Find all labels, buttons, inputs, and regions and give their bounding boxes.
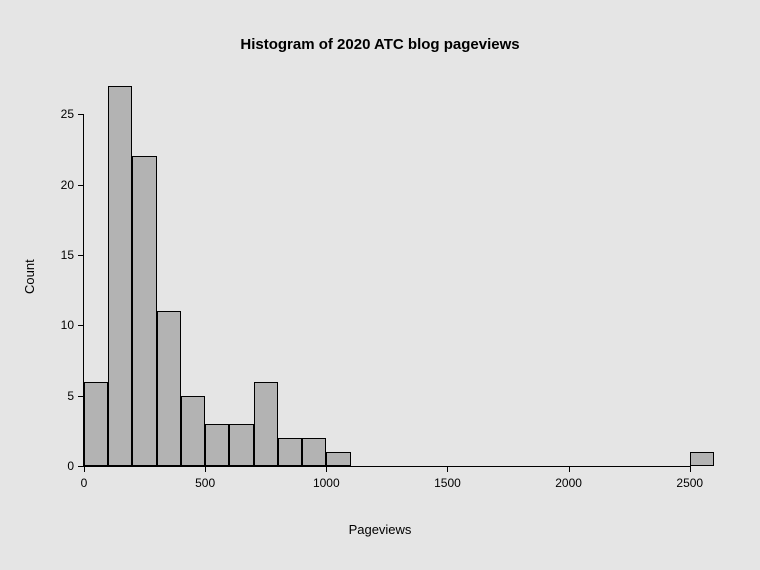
x-tick-label: 500 <box>195 476 215 490</box>
x-tick <box>326 466 327 472</box>
y-tick-label: 5 <box>67 389 74 403</box>
y-tick-label: 10 <box>61 318 74 332</box>
y-tick <box>78 466 84 467</box>
x-axis-line <box>84 466 690 467</box>
histogram-bar <box>326 452 350 466</box>
x-tick-label: 1000 <box>313 476 340 490</box>
histogram-bar <box>278 438 302 466</box>
y-axis-label: Count <box>22 259 37 294</box>
x-tick <box>447 466 448 472</box>
histogram-bar <box>205 424 229 466</box>
x-tick-label: 2500 <box>676 476 703 490</box>
y-tick <box>78 325 84 326</box>
histogram-bar <box>108 86 132 466</box>
x-tick-label: 1500 <box>434 476 461 490</box>
plot-area <box>84 86 714 466</box>
y-tick-label: 0 <box>67 459 74 473</box>
y-tick-label: 20 <box>61 178 74 192</box>
y-tick <box>78 396 84 397</box>
y-tick-label: 15 <box>61 248 74 262</box>
x-tick <box>205 466 206 472</box>
x-tick <box>84 466 85 472</box>
y-axis-line <box>83 114 84 466</box>
histogram-bar <box>254 382 278 466</box>
histogram-bar <box>157 311 181 466</box>
y-tick <box>78 114 84 115</box>
histogram-bar <box>302 438 326 466</box>
x-axis-label: Pageviews <box>0 522 760 537</box>
x-tick-label: 2000 <box>555 476 582 490</box>
x-tick <box>690 466 691 472</box>
histogram-bar <box>229 424 253 466</box>
x-tick <box>569 466 570 472</box>
histogram-bar <box>84 382 108 466</box>
y-tick <box>78 185 84 186</box>
y-tick-label: 25 <box>61 107 74 121</box>
y-tick <box>78 255 84 256</box>
chart-container: Histogram of 2020 ATC blog pageviews Pag… <box>0 0 760 570</box>
chart-title: Histogram of 2020 ATC blog pageviews <box>0 36 760 53</box>
x-tick-label: 0 <box>81 476 88 490</box>
histogram-bar <box>181 396 205 466</box>
histogram-bar <box>132 156 156 466</box>
histogram-bar <box>690 452 714 466</box>
